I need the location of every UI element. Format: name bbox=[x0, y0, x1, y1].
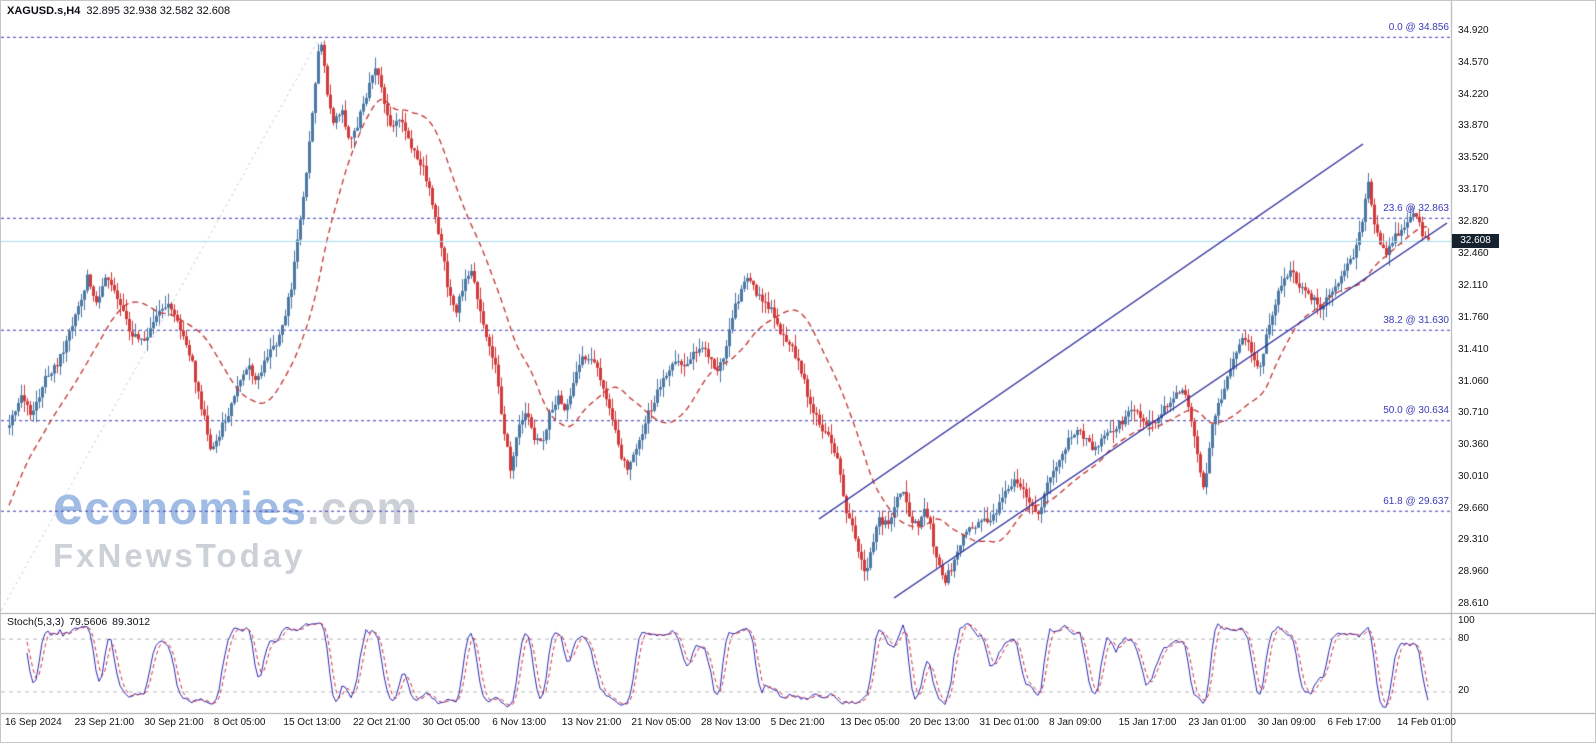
x-axis-label: 15 Jan 17:00 bbox=[1118, 717, 1177, 728]
x-axis-label: 30 Oct 05:00 bbox=[422, 717, 480, 728]
price-axis-tick: 34.570 bbox=[1458, 56, 1489, 68]
price-axis-tick: 33.870 bbox=[1458, 120, 1489, 132]
price-axis-tick: 32.820 bbox=[1458, 215, 1489, 227]
price-axis-tick: 30.010 bbox=[1458, 470, 1489, 482]
fib-level-label: 38.2 @ 31.630 bbox=[1383, 314, 1449, 326]
stoch-axis-tick: 80 bbox=[1458, 632, 1470, 644]
x-axis-label: 8 Jan 09:00 bbox=[1049, 717, 1102, 728]
x-axis-label: 8 Oct 05:00 bbox=[213, 717, 266, 728]
x-axis-label: 20 Dec 13:00 bbox=[909, 717, 970, 728]
x-axis-label: 23 Jan 01:00 bbox=[1188, 717, 1247, 728]
x-axis-label: 13 Nov 21:00 bbox=[561, 717, 622, 728]
price-axis-tick: 28.610 bbox=[1458, 598, 1489, 609]
stochastic-name: Stoch(5,3,3) bbox=[7, 616, 65, 628]
price-axis-tick: 34.220 bbox=[1458, 88, 1489, 100]
price-axis-tick: 28.960 bbox=[1458, 566, 1489, 578]
x-axis-label: 28 Nov 13:00 bbox=[701, 717, 761, 728]
stoch-axis-tick: 20 bbox=[1458, 685, 1470, 697]
price-axis-tick: 31.410 bbox=[1458, 343, 1489, 355]
x-axis-label: 21 Nov 05:00 bbox=[631, 717, 691, 728]
price-axis-tick: 30.710 bbox=[1458, 407, 1489, 419]
ohlc-values: 32.895 32.938 32.582 32.608 bbox=[86, 5, 231, 17]
x-axis-label: 22 Oct 21:00 bbox=[353, 717, 411, 728]
stochastic-indicator-label: Stoch(5,3,3) 79.5606 89.3012 bbox=[7, 616, 155, 628]
fib-level-label: 61.8 @ 29.637 bbox=[1383, 495, 1449, 507]
fib-level-label: 0.0 @ 34.856 bbox=[1388, 21, 1449, 33]
x-axis-label: 15 Oct 13:00 bbox=[283, 717, 341, 728]
x-axis-label: 16 Sep 2024 bbox=[5, 717, 62, 728]
x-axis-label: 6 Feb 17:00 bbox=[1327, 717, 1381, 728]
price-axis-tick: 29.310 bbox=[1458, 534, 1489, 546]
stochastic-d-value: 89.3012 bbox=[112, 616, 151, 628]
price-axis-tick: 34.920 bbox=[1458, 25, 1489, 36]
price-axis-tick: 33.170 bbox=[1458, 183, 1489, 195]
chart-title: XAGUSD.s,H4 32.895 32.938 32.582 32.608 bbox=[7, 5, 230, 17]
x-axis-label: 13 Dec 05:00 bbox=[840, 717, 900, 728]
price-axis-tick: 29.660 bbox=[1458, 502, 1489, 514]
x-axis-label: 30 Sep 21:00 bbox=[144, 717, 204, 728]
price-axis-tick: 32.110 bbox=[1458, 280, 1488, 292]
price-axis-tick: 31.060 bbox=[1458, 375, 1489, 387]
x-axis-label: 30 Jan 09:00 bbox=[1257, 717, 1316, 728]
x-axis-label: 5 Dec 21:00 bbox=[770, 717, 825, 728]
price-axis-tick: 32.460 bbox=[1458, 248, 1489, 260]
current-price-badge: 32.608 bbox=[1452, 233, 1499, 248]
x-axis-label: 31 Dec 01:00 bbox=[979, 717, 1039, 728]
x-axis-label: 14 Feb 01:00 bbox=[1397, 717, 1456, 728]
fib-level-label: 50.0 @ 30.634 bbox=[1383, 405, 1449, 417]
price-axis-tick: 33.520 bbox=[1458, 152, 1489, 164]
stochastic-k-value: 79.5606 bbox=[69, 616, 108, 628]
stoch-axis-tick: 100 bbox=[1458, 615, 1475, 626]
x-axis-label: 23 Sep 21:00 bbox=[74, 717, 135, 728]
fib-level-label: 23.6 @ 32.863 bbox=[1383, 202, 1449, 214]
symbol-period-label: XAGUSD.s,H4 bbox=[7, 5, 81, 17]
price-axis-tick: 30.360 bbox=[1458, 439, 1489, 451]
x-axis-label: 6 Nov 13:00 bbox=[492, 717, 547, 728]
price-axis-tick: 31.760 bbox=[1458, 311, 1489, 323]
